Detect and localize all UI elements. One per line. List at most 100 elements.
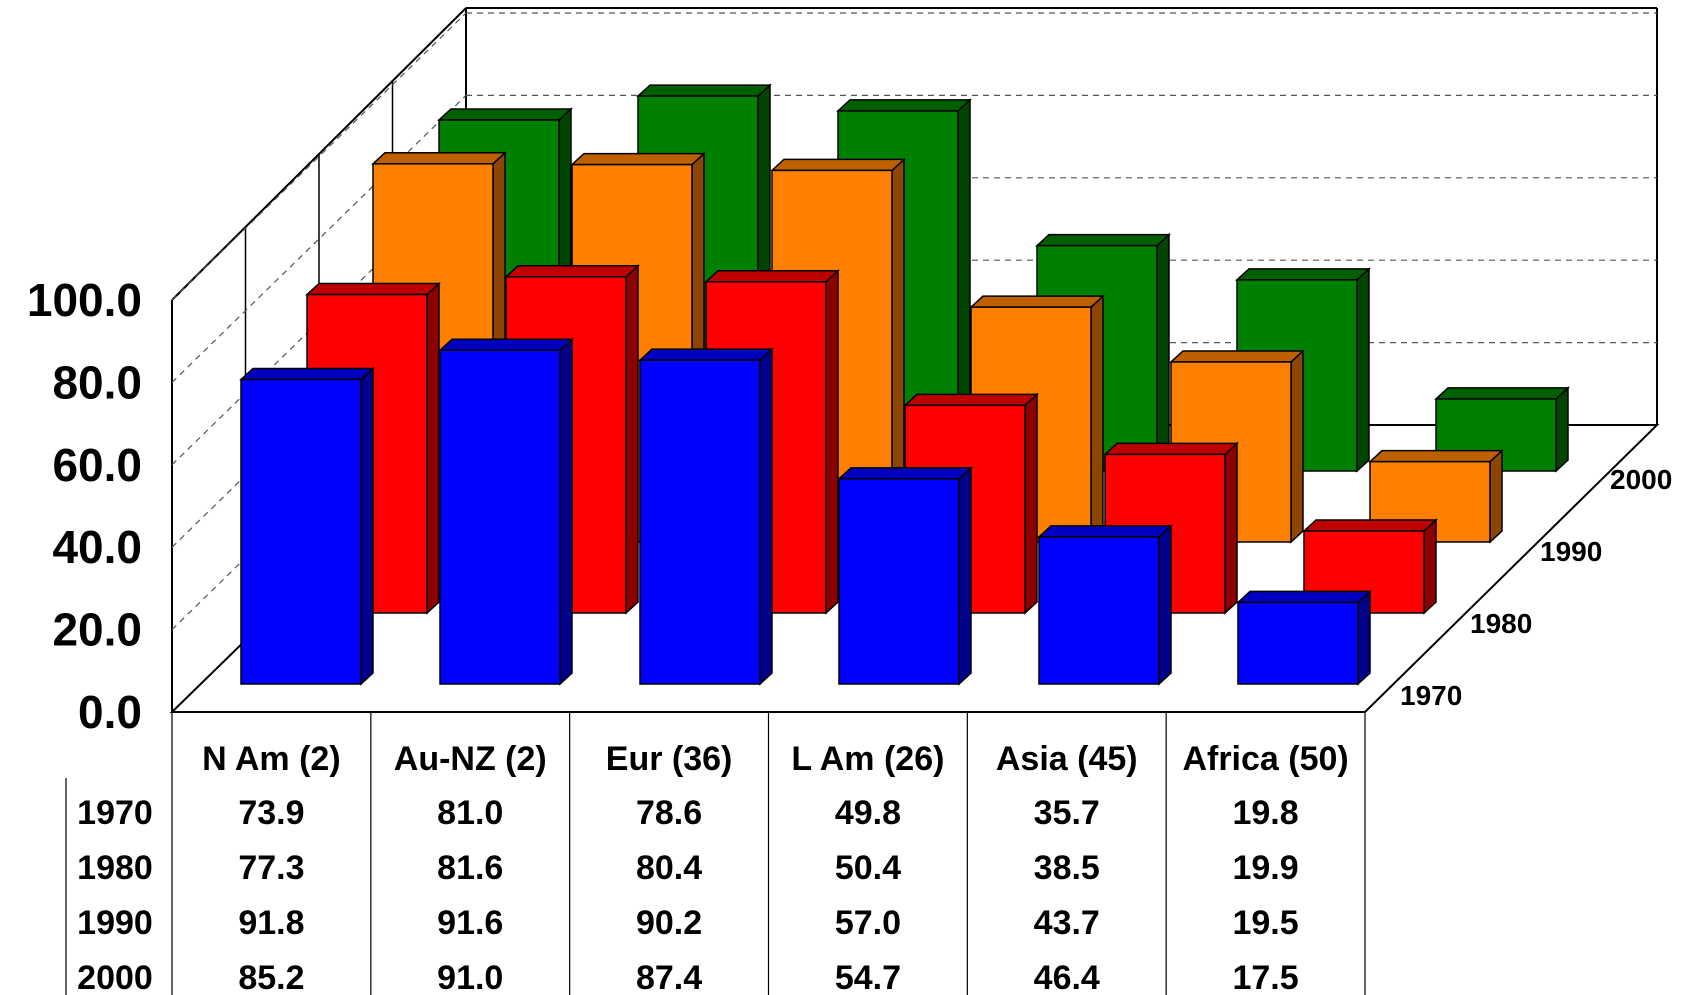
row-label-1990: 1990 bbox=[77, 904, 153, 942]
bar-side bbox=[1555, 386, 1569, 473]
bar-top bbox=[704, 270, 840, 283]
table-cell: 57.0 bbox=[835, 904, 901, 942]
bar-top bbox=[305, 282, 441, 296]
table-cell: 90.2 bbox=[636, 904, 702, 942]
bar-top bbox=[1302, 519, 1438, 532]
table-cell: 78.6 bbox=[636, 794, 702, 832]
bar-top bbox=[1236, 590, 1372, 604]
bar-side bbox=[1024, 392, 1038, 615]
bar-front bbox=[1038, 536, 1160, 685]
y-tick-label: 20.0 bbox=[52, 604, 142, 656]
bar-top bbox=[437, 108, 573, 121]
bar-top bbox=[570, 152, 706, 166]
column-header-au-nz-2: Au-NZ (2) bbox=[394, 740, 547, 778]
table-cell: 43.7 bbox=[1034, 904, 1100, 942]
bar-top bbox=[438, 338, 574, 352]
bar-top bbox=[239, 367, 375, 381]
bar-top bbox=[371, 152, 507, 165]
series-1970-bars bbox=[239, 337, 1372, 686]
bar-side bbox=[1489, 448, 1503, 544]
bar-top bbox=[1235, 268, 1371, 281]
y-tick-label: 100.0 bbox=[27, 274, 142, 326]
bar-top bbox=[1037, 525, 1173, 538]
table-cell: 81.6 bbox=[437, 849, 503, 887]
depth-label-1980: 1980 bbox=[1470, 608, 1532, 639]
depth-label-2000: 2000 bbox=[1610, 464, 1672, 495]
table-cell: 80.4 bbox=[636, 849, 702, 887]
table-cell: 91.8 bbox=[238, 904, 304, 942]
bar-top bbox=[636, 84, 772, 97]
bars-group bbox=[239, 83, 1570, 686]
column-header-l-am-26: L Am (26) bbox=[791, 740, 944, 778]
column-header-eur-36: Eur (36) bbox=[606, 740, 733, 778]
bar-top bbox=[903, 393, 1039, 407]
bar-top bbox=[1368, 449, 1504, 463]
table-cell: 19.8 bbox=[1232, 794, 1298, 832]
table-cell: 91.0 bbox=[437, 959, 503, 995]
bar-side bbox=[360, 366, 374, 686]
table-cell: 91.6 bbox=[437, 904, 503, 942]
table-cell: 35.7 bbox=[1034, 794, 1100, 832]
bar-1970-au-nz-2 bbox=[438, 337, 574, 686]
bar-side bbox=[1156, 232, 1170, 473]
table-cell: 73.9 bbox=[238, 794, 304, 832]
y-axis: 0.0 20.0 40.0 60.0 80.0 100.0 bbox=[27, 274, 142, 738]
gridline-left-wall bbox=[171, 12, 467, 301]
bar-front bbox=[240, 378, 362, 685]
y-tick-label: 60.0 bbox=[52, 439, 142, 491]
table-cell: 87.4 bbox=[636, 959, 702, 995]
bar-side bbox=[1357, 589, 1371, 686]
table-cell: 38.5 bbox=[1034, 849, 1100, 887]
table-cell: 17.5 bbox=[1232, 959, 1298, 995]
column-header-africa-50: Africa (50) bbox=[1182, 740, 1348, 778]
bar-1970-asia-45 bbox=[1037, 524, 1173, 686]
table-cell: 19.9 bbox=[1232, 849, 1298, 887]
bar-top bbox=[504, 265, 640, 278]
bar-front bbox=[439, 349, 561, 685]
bar-side bbox=[958, 466, 972, 686]
bar-1970-n-am-2 bbox=[239, 366, 375, 686]
bar-side bbox=[825, 269, 839, 615]
bar-side bbox=[625, 264, 639, 615]
y-tick-label: 0.0 bbox=[78, 686, 142, 738]
table-cell: 54.7 bbox=[835, 959, 901, 995]
row-label-1980: 1980 bbox=[77, 849, 153, 887]
bar-top bbox=[1434, 387, 1570, 400]
bar-top bbox=[638, 348, 774, 361]
table-cell: 81.0 bbox=[437, 794, 503, 832]
bar-front bbox=[639, 359, 761, 685]
bar-1970-eur-36 bbox=[638, 347, 774, 686]
bar-side bbox=[759, 347, 773, 686]
depth-axis: 1970 1980 1990 2000 bbox=[1400, 464, 1672, 711]
table-cell: 49.8 bbox=[835, 794, 901, 832]
bar-top bbox=[836, 99, 972, 112]
table-cell: 85.2 bbox=[238, 959, 304, 995]
depth-label-1970: 1970 bbox=[1400, 680, 1462, 711]
table-cell: 77.3 bbox=[238, 849, 304, 887]
bar-side bbox=[1090, 294, 1104, 544]
table-cell: 50.4 bbox=[835, 849, 901, 887]
table-cell: 19.5 bbox=[1232, 904, 1298, 942]
bar-front bbox=[838, 478, 960, 685]
bar-side bbox=[1158, 524, 1172, 686]
bar-top bbox=[1103, 442, 1239, 456]
bar-1970-africa-50 bbox=[1236, 589, 1372, 686]
data-table: N Am (2) Au-NZ (2) Eur (36) L Am (26) Asia (… bbox=[65, 712, 1366, 995]
column-header-n-am-2: N Am (2) bbox=[202, 740, 341, 778]
bar-top bbox=[1035, 233, 1171, 247]
table-cell: 46.4 bbox=[1034, 959, 1100, 995]
depth-label-1990: 1990 bbox=[1540, 536, 1602, 567]
bar-top bbox=[969, 295, 1105, 308]
bar-top bbox=[770, 158, 906, 172]
bar-top bbox=[1169, 350, 1305, 363]
bar-side bbox=[1423, 518, 1437, 615]
bar-top bbox=[837, 467, 973, 480]
bar-side bbox=[426, 281, 440, 615]
bar-1970-l-am-26 bbox=[837, 466, 973, 686]
bar-side bbox=[1224, 441, 1238, 615]
row-label-2000: 2000 bbox=[77, 959, 153, 995]
bar-side bbox=[1290, 349, 1304, 544]
column-header-asia-45: Asia (45) bbox=[996, 740, 1138, 778]
gridline-left-wall bbox=[171, 94, 467, 383]
